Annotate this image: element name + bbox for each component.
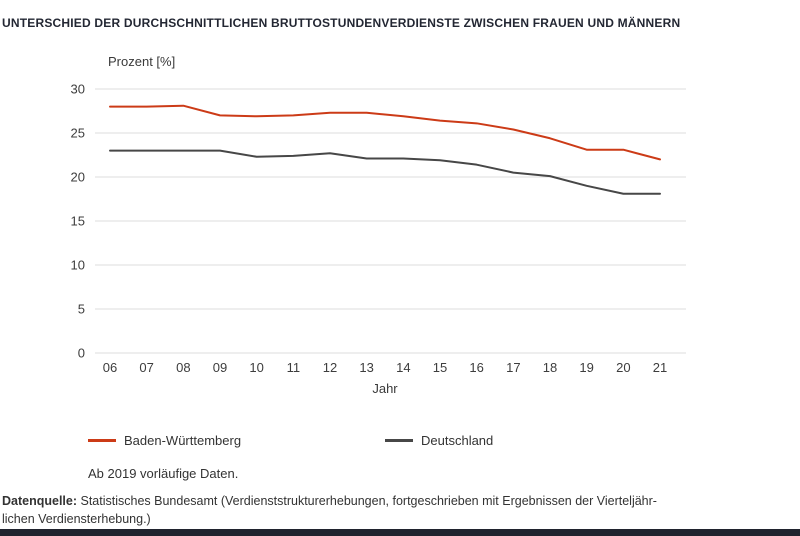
y-tick-label: 30 [71, 82, 85, 97]
x-tick-label: 08 [176, 360, 190, 375]
legend-label: Deutschland [421, 432, 494, 448]
x-tick-label: 15 [433, 360, 447, 375]
chart-note: Ab 2019 vorläufige Daten. [88, 466, 239, 481]
data-source: Datenquelle: Statistisches Bundesamt (Ve… [2, 492, 792, 528]
x-tick-label: 10 [249, 360, 263, 375]
legend-item-deutschland: Deutschland [385, 432, 493, 448]
x-tick-label: 06 [103, 360, 117, 375]
footer-bar [0, 529, 800, 536]
x-tick-label: 18 [543, 360, 557, 375]
series-line-0 [109, 104, 661, 161]
legend-item-baden-wuerttemberg: Baden-Württemberg [88, 432, 241, 448]
y-tick-label: 15 [71, 214, 85, 229]
x-tick-label: 21 [653, 360, 667, 375]
x-tick-label: 14 [396, 360, 410, 375]
x-tick-label: 07 [139, 360, 153, 375]
y-tick-label: 10 [71, 258, 85, 273]
legend-line-icon [88, 438, 116, 442]
x-tick-label: 20 [616, 360, 630, 375]
y-tick-label: 0 [78, 346, 85, 361]
x-tick-label: 13 [359, 360, 373, 375]
x-axis-title: Jahr [372, 381, 398, 396]
x-tick-label: 19 [579, 360, 593, 375]
series-line-1 [109, 149, 661, 195]
x-tick-label: 16 [469, 360, 483, 375]
y-tick-label: 20 [71, 170, 85, 185]
legend-label: Baden-Württemberg [124, 432, 242, 448]
x-tick-label: 17 [506, 360, 520, 375]
y-axis-title: Prozent [%] [108, 54, 175, 69]
x-tick-label: 11 [287, 360, 301, 375]
x-tick-label: 09 [213, 360, 227, 375]
y-tick-label: 25 [71, 126, 85, 141]
source-text-line2: lichen Verdiensterhebung.) [2, 512, 151, 526]
page-title: UNTERSCHIED DER DURCHSCHNITTLICHEN BRUTT… [2, 16, 681, 30]
y-tick-label: 5 [78, 302, 85, 317]
x-tick-label: 12 [323, 360, 337, 375]
source-text-line1: Statistisches Bundesamt (Verdienststrukt… [80, 494, 657, 508]
source-label: Datenquelle: [2, 494, 78, 508]
legend-line-icon [385, 438, 413, 442]
line-chart: Prozent [%] Jahr 0 5 10 15 20 25 30 06 07 08 09 10 1… [71, 54, 686, 396]
